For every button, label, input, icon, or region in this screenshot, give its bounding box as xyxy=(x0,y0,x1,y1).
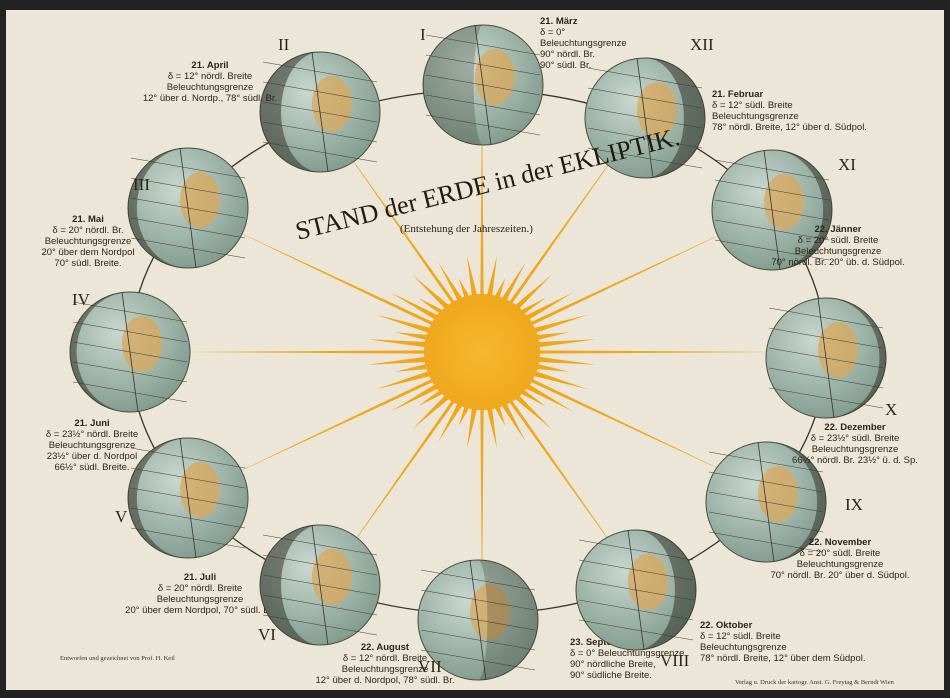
caption-line: δ = 12° südl. Breite xyxy=(712,100,793,111)
caption-line: δ = 20° südl. Breite xyxy=(800,548,881,559)
roman-numeral: XI xyxy=(838,155,856,174)
caption-line: Beleuchtungsgrenze xyxy=(157,594,244,605)
caption-line: δ = 12° südl. Breite xyxy=(700,631,781,642)
roman-numeral: V xyxy=(115,507,128,526)
caption-line: 21. Mai xyxy=(72,214,104,225)
caption-line: 22. August xyxy=(361,642,410,653)
continent xyxy=(180,172,220,228)
roman-numeral: XII xyxy=(690,35,714,54)
roman-numeral: VII xyxy=(418,657,442,676)
caption-line: 90° nördliche Breite, xyxy=(570,659,656,670)
caption-line: 21. Juli xyxy=(184,572,216,583)
caption-line: Beleuchtungsgrenze xyxy=(167,82,254,93)
caption-line: 90° südliche Breite. xyxy=(570,670,652,681)
continent xyxy=(475,49,515,105)
footer-right: Verlag u. Druck der kartogr. Anst. G. Fr… xyxy=(735,679,895,686)
caption-line: Beleuchtungsgrenze xyxy=(797,559,884,570)
caption-line: 12° über d. Nordpol, 78° südl. Br. xyxy=(315,675,454,686)
roman-numeral: VIII xyxy=(660,651,690,670)
sun xyxy=(424,294,540,410)
caption-line: 70° nördl. Br. 20° über d. Südpol. xyxy=(770,570,909,581)
caption-line: 66½° südl. Breite. xyxy=(54,462,129,473)
caption-line: Beleuchtungsgrenze xyxy=(700,642,787,653)
caption-line: δ = 20° südl. Breite xyxy=(798,235,879,246)
continent xyxy=(312,549,352,605)
caption-line: Beleuchtungsgrenze xyxy=(812,444,899,455)
caption-line: Beleuchtungsgrenze xyxy=(795,246,882,257)
roman-numeral: II xyxy=(278,35,290,54)
caption-line: δ = 20° nördl. Br. xyxy=(52,225,123,236)
caption-line: 22. November xyxy=(809,537,872,548)
roman-numeral: VI xyxy=(258,625,276,644)
subtitle: (Entstehung der Jahreszeiten.) xyxy=(400,223,533,235)
caption-line: 78° nördl. Breite, 12° über dem Südpol. xyxy=(700,653,866,664)
caption-line: Beleuchtungsgrenze xyxy=(45,236,132,247)
continent xyxy=(122,316,162,372)
caption-line: δ = 20° nördl. Breite xyxy=(158,583,242,594)
caption-line: δ = 12° nördl. Breite xyxy=(168,71,252,82)
continent xyxy=(628,554,668,610)
caption-line: 12° über d. Nordp., 78° südl. Br. xyxy=(143,93,277,104)
continent xyxy=(764,174,804,230)
poster: I21. Märzδ = 0°Beleuchtungsgrenze90° nör… xyxy=(0,0,950,698)
caption-line: 21. Juni xyxy=(74,418,109,429)
caption-line: 66½° nördl. Br. 23½° ü. d. Sp. xyxy=(792,455,918,466)
caption-line: Beleuchtungsgrenze xyxy=(342,664,429,675)
caption-line: δ = 23½° südl. Breite xyxy=(811,433,900,444)
continent xyxy=(180,462,220,518)
continent xyxy=(312,76,352,132)
caption-line: Beleuchtungsgrenze xyxy=(49,440,136,451)
footer-left: Entworfen und gezeichnet von Prof. H. Ke… xyxy=(60,655,175,662)
caption-line: 22. Oktober xyxy=(700,620,753,631)
caption-line: 21. April xyxy=(191,60,228,71)
caption-line: 90° nördl. Br. xyxy=(540,49,595,60)
caption-line: 70° nördl. Br. 20° üb. d. Südpol. xyxy=(771,257,904,268)
caption-line: 22. Dezember xyxy=(824,422,886,433)
caption-line: 21. Februar xyxy=(712,89,764,100)
caption-line: 22. Jänner xyxy=(815,224,862,235)
caption-line: δ = 0° xyxy=(540,27,565,38)
caption-line: 70° südl. Breite. xyxy=(54,258,121,269)
caption-line: 20° über dem Nordpol, 70° südl. Br. xyxy=(125,605,275,616)
roman-numeral: X xyxy=(885,400,897,419)
caption-line: 20° über dem Nordpol xyxy=(41,247,134,258)
roman-numeral: III xyxy=(133,175,150,194)
roman-numeral: IX xyxy=(845,495,863,514)
caption-line: 78° nördl. Breite, 12° über d. Südpol. xyxy=(712,122,867,133)
roman-numeral: IV xyxy=(72,290,91,309)
caption-line: 21. März xyxy=(540,16,578,27)
caption-line: δ = 23½° nördl. Breite xyxy=(46,429,138,440)
caption-line: Beleuchtungsgrenze xyxy=(540,38,627,49)
caption-line: 90° südl. Br. xyxy=(540,60,591,71)
caption-line: Beleuchtungsgrenze xyxy=(712,111,799,122)
caption-line: δ = 12° nördl. Breite xyxy=(343,653,427,664)
continent xyxy=(758,466,798,522)
caption-line: 23½° über d. Nordpol xyxy=(47,451,137,462)
continent xyxy=(818,322,858,378)
roman-numeral: I xyxy=(420,25,426,44)
